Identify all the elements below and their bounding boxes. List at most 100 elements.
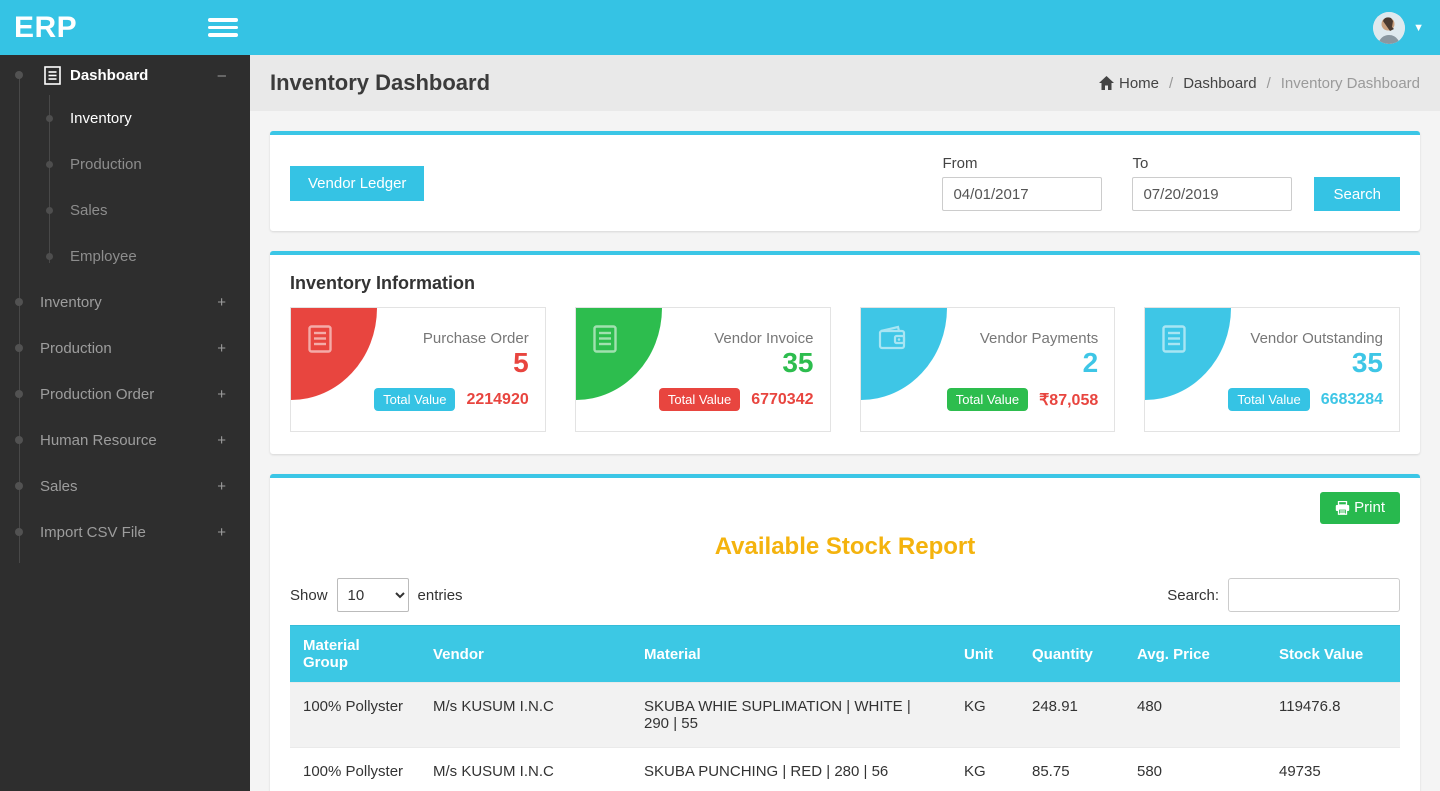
breadcrumb-current: Inventory Dashboard — [1280, 74, 1420, 92]
table-row: 100% Pollyster M/s KUSUM I.N.C SKUBA PUN… — [290, 747, 1400, 791]
expand-plus-icon[interactable]: + — [217, 339, 226, 357]
expand-plus-icon[interactable]: + — [217, 293, 226, 311]
avatar[interactable] — [1373, 11, 1406, 44]
vendor-invoice-card: Vendor Invoice 35 Total Value 6770342 — [574, 307, 831, 432]
home-icon — [1099, 76, 1114, 90]
total-value-badge: Total Value — [374, 388, 456, 411]
page-header: Inventory Dashboard Home / Dashboard / I… — [250, 55, 1440, 111]
cell-material-group: 100% Pollyster — [303, 763, 404, 780]
vendor-outstanding-card: Vendor Outstanding 35 Total Value 668328… — [1144, 307, 1400, 432]
sidebar-item-human-resource[interactable]: Human Resource + — [0, 417, 250, 463]
dashboard-icon — [44, 65, 61, 85]
col-avg-price: Avg. Price — [1124, 625, 1266, 683]
card-body: Purchase Order 5 Total Value 2214920 — [291, 308, 545, 411]
sidebar-item-sales[interactable]: Sales + — [0, 463, 250, 509]
stock-report-title: Available Stock Report — [714, 533, 976, 560]
cell-material: SKUBA PUNCHING | RED | 280 | 56 — [644, 763, 889, 780]
sidebar-subitem-employee[interactable]: Employee — [0, 233, 250, 279]
card-body: Vendor Invoice 35 Total Value 6770342 — [576, 308, 830, 411]
bullet-icon — [15, 344, 23, 352]
cell-material-group: 100% Pollyster — [303, 698, 404, 715]
sidebar-sub-rail — [49, 95, 50, 263]
card-title: Vendor Payments — [979, 330, 1099, 347]
expand-plus-icon[interactable]: + — [217, 477, 226, 495]
table-header-row: Material Group Vendor Material Unit Quan… — [290, 625, 1400, 683]
sidebar-item-production-order[interactable]: Production Order + — [0, 371, 250, 417]
expand-plus-icon[interactable]: + — [217, 431, 226, 449]
table-controls: Show 10 entries Search: — [290, 578, 1400, 612]
table-row: 100% Pollyster M/s KUSUM I.N.C SKUBA WHI… — [290, 682, 1400, 748]
sidebar-item-label: Sales — [40, 477, 78, 495]
cell-vendor: M/s KUSUM I.N.C — [433, 763, 554, 780]
total-value-badge: Total Value — [658, 388, 741, 411]
total-value: ₹87,058 — [1039, 391, 1099, 409]
user-menu-caret-icon[interactable]: ▼ — [1413, 21, 1424, 34]
table-search-label: Search: — [1167, 586, 1219, 604]
total-value: 6770342 — [751, 390, 814, 408]
breadcrumb-dashboard[interactable]: Dashboard — [1183, 74, 1257, 92]
sidebar-subitem-sales[interactable]: Sales — [0, 187, 250, 233]
hamburger-menu-icon[interactable] — [208, 18, 238, 37]
to-date-input[interactable] — [1132, 177, 1293, 211]
cell-unit: KG — [964, 698, 986, 715]
card-title: Vendor Invoice — [714, 330, 814, 347]
sidebar-subitem-label: Production — [70, 155, 142, 173]
bullet-icon — [15, 528, 23, 536]
bullet-icon — [15, 298, 23, 306]
breadcrumb-home[interactable]: Home — [1099, 75, 1159, 92]
sidebar-subitem-label: Sales — [70, 201, 108, 219]
breadcrumb-separator: / — [1169, 74, 1174, 92]
sidebar-item-label: Production Order — [40, 385, 155, 403]
expand-plus-icon[interactable]: + — [217, 385, 226, 403]
sidebar-item-import-csv[interactable]: Import CSV File + — [0, 509, 250, 555]
wallet-icon — [878, 325, 906, 356]
sidebar-subitem-inventory[interactable]: Inventory — [0, 95, 250, 141]
total-value: 6683284 — [1320, 390, 1383, 408]
sidebar-item-inventory[interactable]: Inventory + — [0, 279, 250, 325]
collapse-minus-icon[interactable]: – — [217, 66, 226, 84]
purchase-order-card: Purchase Order 5 Total Value 2214920 — [290, 307, 546, 432]
print-button[interactable]: Print — [1320, 492, 1400, 524]
sidebar: Dashboard – Inventory Production Sales E… — [0, 55, 250, 791]
cell-avg-price: 480 — [1137, 698, 1163, 715]
cell-stock-value: 49735 — [1279, 763, 1321, 780]
cell-quantity: 248.91 — [1032, 698, 1078, 715]
table-search-group: Search: — [1167, 578, 1400, 612]
filter-panel: Vendor Ledger From To Search — [270, 131, 1420, 231]
cell-vendor: M/s KUSUM I.N.C — [433, 698, 554, 715]
col-vendor: Vendor — [420, 625, 631, 683]
total-value: 2214920 — [466, 390, 529, 408]
from-label: From — [942, 155, 978, 172]
topbar-right: ▼ — [250, 0, 1440, 55]
search-button[interactable]: Search — [1314, 177, 1400, 211]
from-date-input[interactable] — [942, 177, 1103, 211]
show-label: Show — [290, 586, 328, 604]
col-material: Material — [631, 625, 951, 683]
bullet-icon — [45, 206, 53, 214]
topbar: ERP ▼ — [0, 0, 1440, 55]
bullet-icon — [15, 436, 23, 444]
cell-avg-price: 580 — [1137, 763, 1163, 780]
entries-label: entries — [417, 586, 463, 604]
expand-plus-icon[interactable]: + — [217, 523, 226, 541]
bullet-icon — [45, 114, 53, 122]
bullet-icon — [45, 252, 53, 260]
sidebar-item-label: Dashboard — [70, 66, 149, 84]
sidebar-subitem-production[interactable]: Production — [0, 141, 250, 187]
info-cards-row: Purchase Order 5 Total Value 2214920 Ven… — [290, 307, 1400, 432]
bullet-icon — [45, 160, 53, 168]
card-title: Purchase Order — [422, 330, 529, 347]
stock-table: Material Group Vendor Material Unit Quan… — [290, 625, 1400, 791]
avatar-photo — [1373, 11, 1406, 44]
sidebar-item-production[interactable]: Production + — [0, 325, 250, 371]
sidebar-subitem-label: Employee — [70, 247, 137, 265]
cell-stock-value: 119476.8 — [1279, 698, 1341, 715]
entries-select[interactable]: 10 — [336, 578, 409, 612]
col-material-group: Material Group — [290, 625, 420, 683]
sidebar-item-dashboard[interactable]: Dashboard – — [0, 55, 250, 95]
table-search-input[interactable] — [1228, 578, 1400, 612]
vendor-ledger-button[interactable]: Vendor Ledger — [290, 165, 425, 201]
sidebar-item-label: Inventory — [40, 293, 102, 311]
cell-quantity: 85.75 — [1032, 763, 1070, 780]
col-unit: Unit — [951, 625, 1019, 683]
